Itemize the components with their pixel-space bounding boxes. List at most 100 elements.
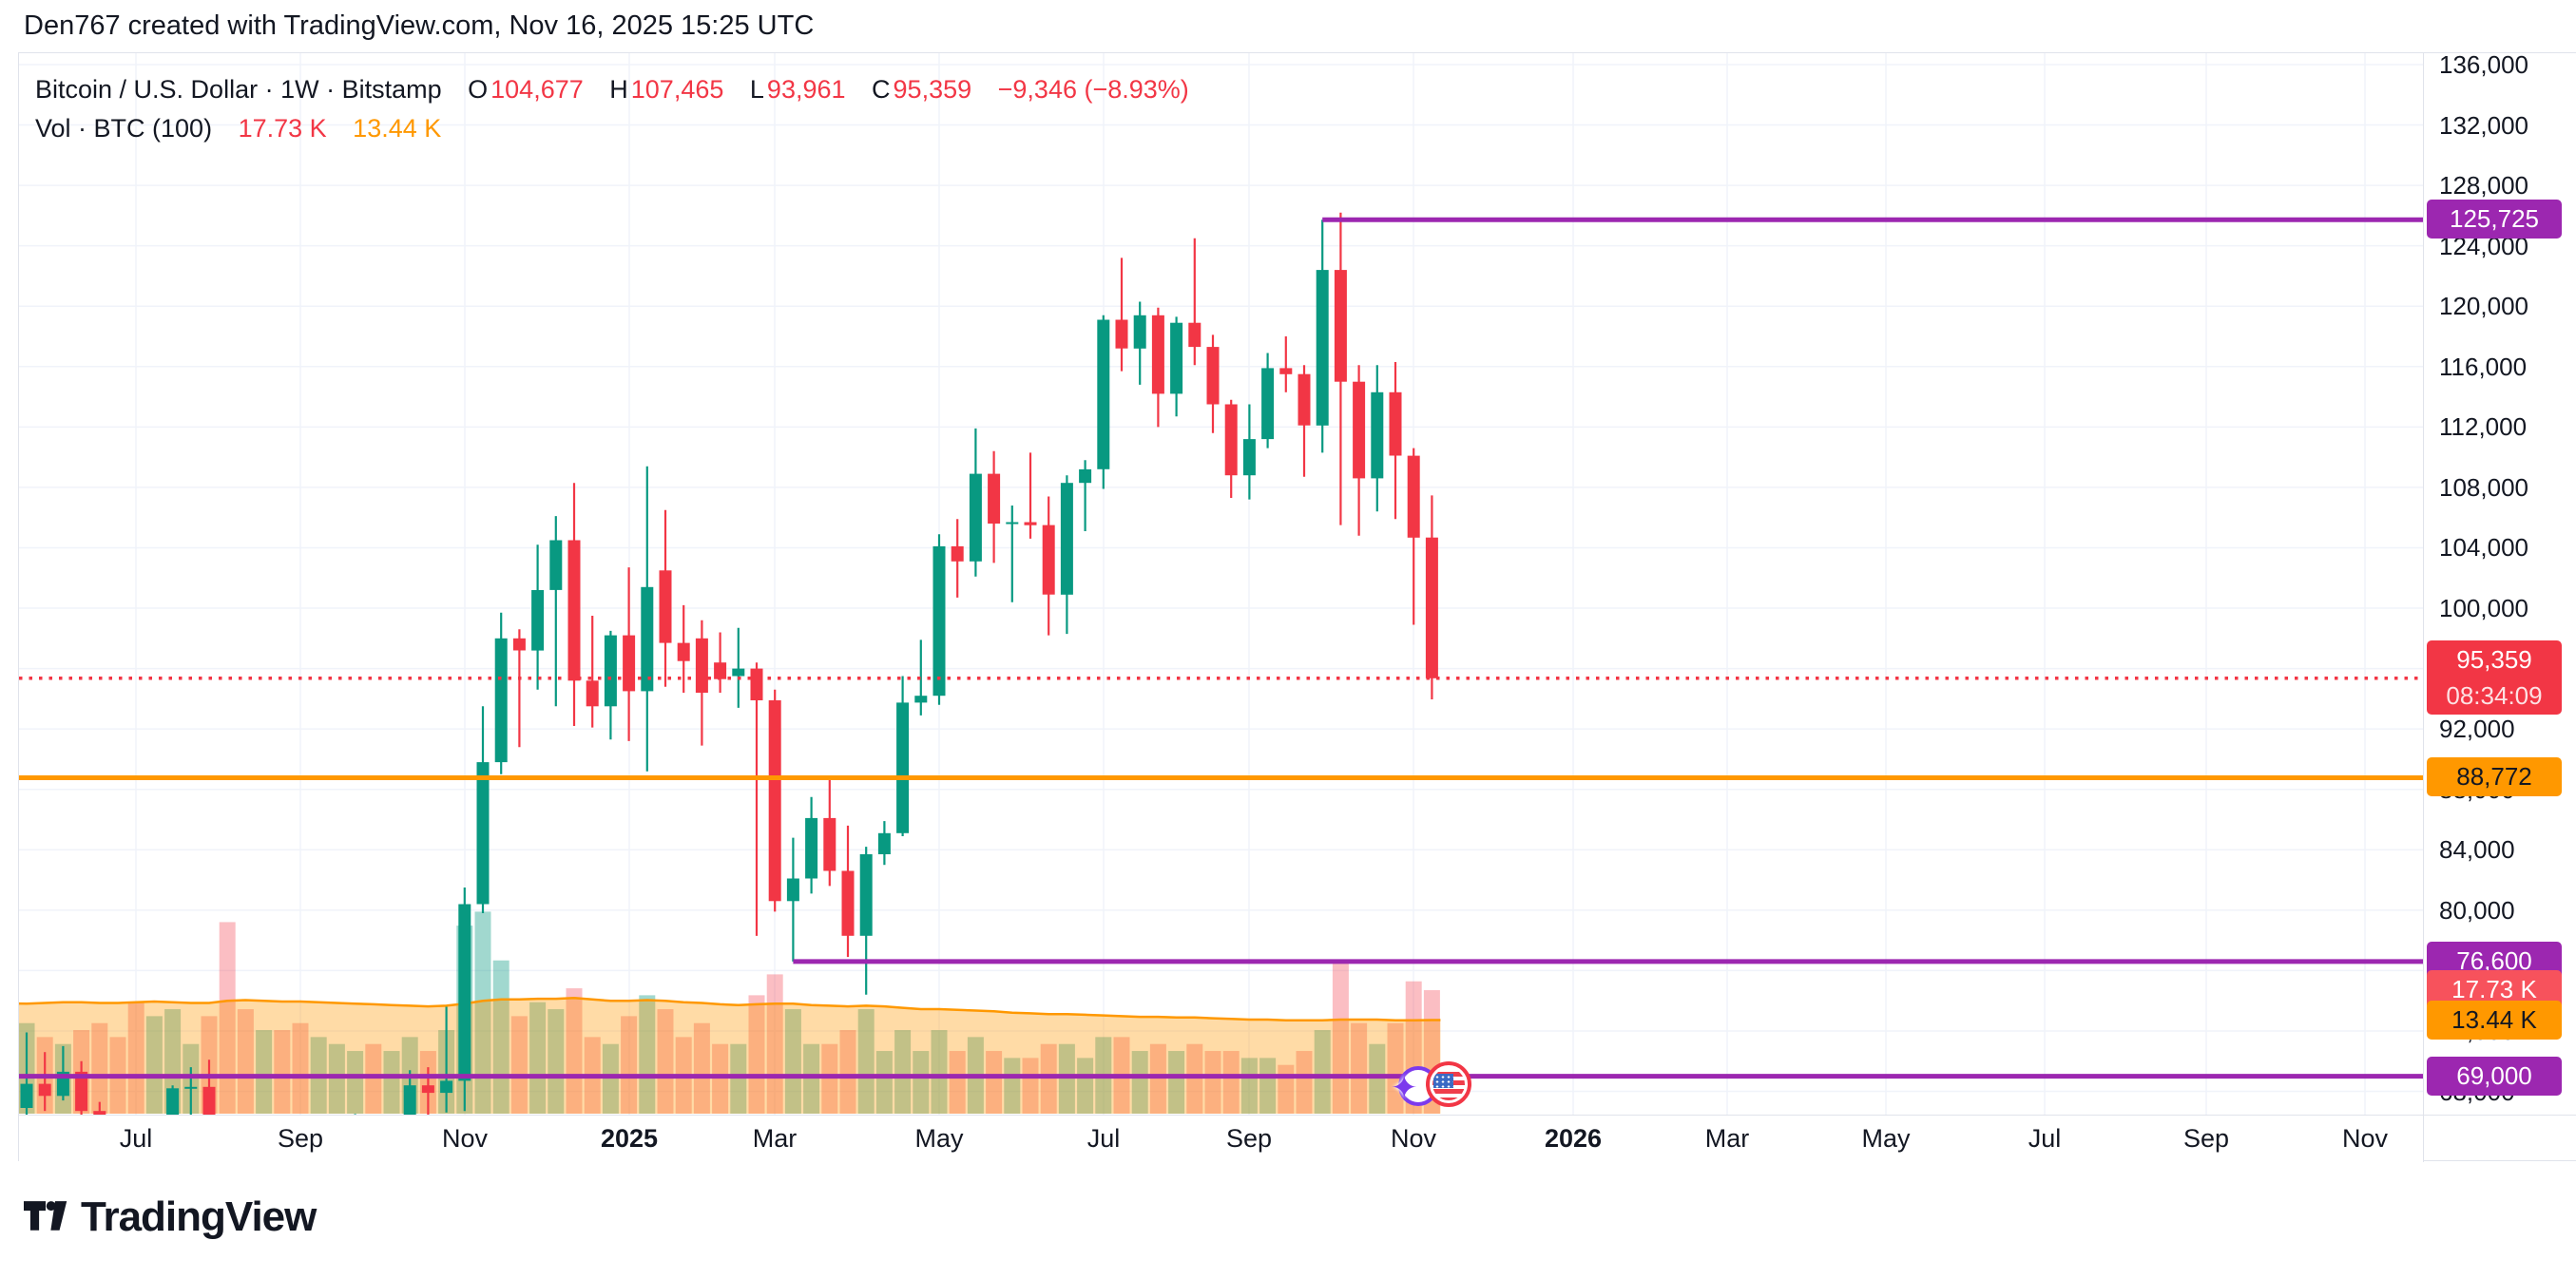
volume-bar xyxy=(693,1022,710,1114)
time-label: Jul xyxy=(119,1124,153,1153)
volume-bar xyxy=(347,1051,364,1114)
volume-bar xyxy=(730,1043,747,1114)
time-axis[interactable]: Jul Sep Nov 2025 Mar May Jul Sep Nov 2026 Mar May Ju… xyxy=(19,1116,2423,1162)
candle-body xyxy=(440,1080,453,1094)
volume-bar xyxy=(639,995,656,1114)
price-axis-label[interactable]: 95,359 08:34:09 xyxy=(2427,640,2562,715)
candle-body xyxy=(714,662,727,679)
price-axis-label[interactable]: 13.44 K xyxy=(2427,1001,2562,1040)
candle-body xyxy=(951,545,964,562)
volume-indicator-title[interactable]: Vol · BTC (100) xyxy=(35,114,213,143)
change-value: −9,346 (−8.93%) xyxy=(997,75,1189,104)
volume-ma-line xyxy=(19,997,1441,1022)
volume-bar xyxy=(875,1051,893,1114)
candle-body xyxy=(20,1083,33,1108)
high-label: H xyxy=(609,75,628,104)
candle-body xyxy=(695,638,708,693)
candle-body xyxy=(1188,322,1201,348)
volume-bar xyxy=(1314,1030,1331,1114)
volume-bar xyxy=(1296,1051,1313,1114)
volume-bar xyxy=(602,1043,619,1114)
candle-body xyxy=(677,642,690,661)
candle-body xyxy=(1261,368,1275,440)
volume-bar xyxy=(1240,1058,1258,1114)
time-label: Jul xyxy=(1086,1124,1121,1153)
candle-body xyxy=(604,635,617,707)
volume-bar xyxy=(1077,1058,1094,1114)
volume-value: 17.73 K xyxy=(238,114,327,143)
price-axis-label[interactable]: 88,772 xyxy=(2427,757,2562,796)
price-tick: 112,000 xyxy=(2439,412,2528,441)
volume-bar xyxy=(712,1043,729,1114)
candle-body xyxy=(166,1088,180,1115)
candle-body xyxy=(786,878,799,902)
candle-body xyxy=(750,668,763,700)
footer: TradingView xyxy=(24,1193,317,1241)
sparkle-icon: ✦ xyxy=(1391,1070,1418,1106)
candle-body xyxy=(932,545,946,697)
volume-bar xyxy=(548,1009,565,1114)
low-value: 93,961 xyxy=(766,75,846,104)
countdown-timer: 08:34:09 xyxy=(2446,681,2543,710)
volume-bar xyxy=(566,988,583,1114)
time-label: Mar xyxy=(1704,1124,1750,1153)
legend-volume-row[interactable]: Vol · BTC (100) 17.73 K 13.44 K xyxy=(35,109,1189,148)
candle-body xyxy=(476,762,490,905)
tradingview-logo-text: TradingView xyxy=(81,1193,317,1240)
time-label: Nov xyxy=(441,1124,489,1153)
price-axis[interactable]: 136,000 132,000 128,000 124,000 120,000 116,0… xyxy=(2424,50,2576,1115)
open-value: 104,677 xyxy=(490,75,584,104)
price-axis-divider xyxy=(2423,53,2424,1162)
volume-bar xyxy=(949,1051,966,1114)
candle-body xyxy=(549,540,563,590)
volume-bar xyxy=(857,1009,875,1114)
volume-bar xyxy=(274,1030,291,1114)
time-axis-divider xyxy=(19,1115,2576,1116)
candle-body xyxy=(567,540,581,681)
price-chart-plot[interactable] xyxy=(19,53,2423,1115)
candle-body xyxy=(841,870,855,936)
volume-bar xyxy=(1168,1051,1185,1114)
volume-bar xyxy=(839,1030,856,1114)
volume-bar xyxy=(894,1030,912,1114)
candle-body xyxy=(1206,347,1220,405)
price-axis-label[interactable]: 69,000 xyxy=(2427,1057,2562,1096)
candle-body xyxy=(512,638,526,651)
volume-bar xyxy=(1022,1058,1039,1114)
price-tick: 116,000 xyxy=(2439,353,2528,381)
candle-body xyxy=(1060,483,1073,595)
volume-bar xyxy=(657,1009,674,1114)
volume-bar xyxy=(237,1009,254,1114)
volume-bar xyxy=(931,1030,948,1114)
symbol-title[interactable]: Bitcoin / U.S. Dollar · 1W · Bitstamp xyxy=(35,75,442,104)
candle-body xyxy=(458,904,471,1081)
volume-bar xyxy=(1004,1058,1021,1114)
candle-body xyxy=(1316,270,1329,426)
price-tick: 104,000 xyxy=(2439,533,2528,562)
price-tick: 92,000 xyxy=(2439,715,2515,743)
volume-bar xyxy=(1040,1043,1057,1114)
candle-body xyxy=(1151,315,1164,394)
volume-bar xyxy=(164,1009,182,1114)
time-label: Mar xyxy=(752,1124,798,1153)
time-label: Nov xyxy=(1390,1124,1437,1153)
us-flag-badge[interactable] xyxy=(1426,1061,1471,1107)
volume-bar xyxy=(1204,1051,1221,1114)
candle-body xyxy=(877,832,891,854)
volume-bar xyxy=(328,1043,345,1114)
price-tick: 136,000 xyxy=(2439,50,2528,79)
time-label: Sep xyxy=(277,1124,324,1153)
price-axis-label[interactable]: 125,725 xyxy=(2427,200,2562,239)
candle-body xyxy=(1389,391,1402,456)
volume-bar xyxy=(474,911,491,1114)
volume-bar xyxy=(803,1043,820,1114)
volume-bar xyxy=(127,1002,144,1114)
volume-bar xyxy=(1149,1043,1166,1114)
candle-body xyxy=(1425,537,1438,678)
candle-body xyxy=(1224,404,1238,476)
candle-body xyxy=(421,1085,434,1094)
candle-body xyxy=(75,1071,88,1112)
